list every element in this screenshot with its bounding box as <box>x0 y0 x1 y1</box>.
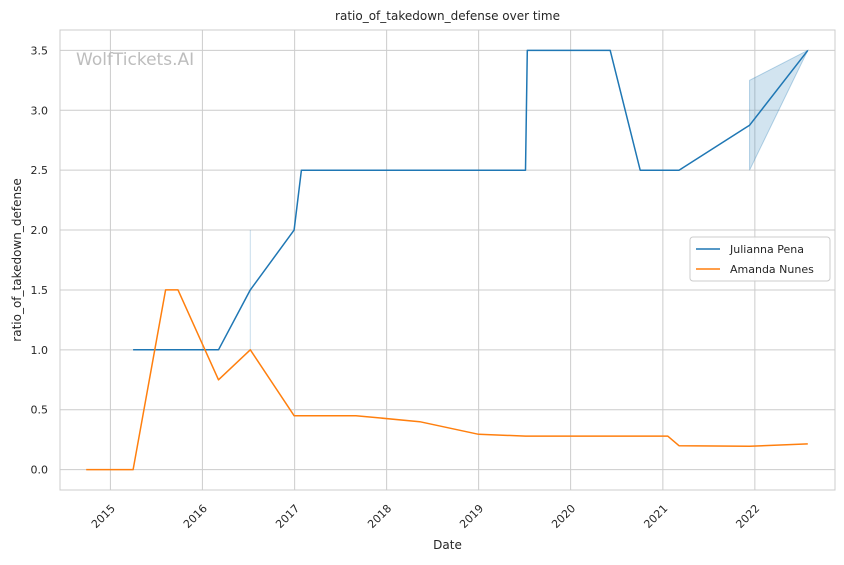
confidence-bands <box>249 49 809 350</box>
watermark: WolfTickets.AI <box>76 50 194 70</box>
y-tick-label: 3.0 <box>31 104 49 117</box>
x-tick-label: 2022 <box>733 502 762 531</box>
y-tick-label: 0.5 <box>31 404 49 417</box>
y-tick-label: 1.0 <box>31 344 49 357</box>
x-tick-label: 2021 <box>641 502 670 531</box>
x-tick-labels: 2015 2016 2017 2018 2019 2020 2021 2022 <box>89 502 762 531</box>
x-tick-label: 2015 <box>89 502 118 531</box>
x-tick-label: 2016 <box>181 502 210 531</box>
x-tick-label: 2020 <box>549 502 578 531</box>
y-tick-labels: 0.0 0.5 1.0 1.5 2.0 2.5 3.0 3.5 <box>31 44 49 476</box>
y-axis-label: ratio_of_takedown_defense <box>10 178 24 341</box>
y-tick-label: 1.5 <box>31 284 49 297</box>
legend: Julianna Pena Amanda Nunes <box>689 236 831 282</box>
plot-frame <box>59 29 836 491</box>
y-tick-label: 2.5 <box>31 164 49 177</box>
series-lines <box>86 49 809 471</box>
x-axis-label: Date <box>433 538 462 552</box>
x-tick-label: 2018 <box>365 502 394 531</box>
y-tick-label: 2.0 <box>31 224 49 237</box>
y-tick-label: 0.0 <box>31 464 49 477</box>
chart-title: ratio_of_takedown_defense over time <box>335 9 560 23</box>
y-tick-label: 3.5 <box>31 44 49 57</box>
legend-label: Amanda Nunes <box>730 263 814 276</box>
series-line-julianna-pena <box>133 49 809 351</box>
x-tick-label: 2017 <box>273 502 302 531</box>
series-line-amanda-nunes <box>86 289 808 471</box>
legend-box <box>689 236 831 282</box>
legend-label: Julianna Pena <box>729 243 804 256</box>
x-tick-label: 2019 <box>457 502 486 531</box>
